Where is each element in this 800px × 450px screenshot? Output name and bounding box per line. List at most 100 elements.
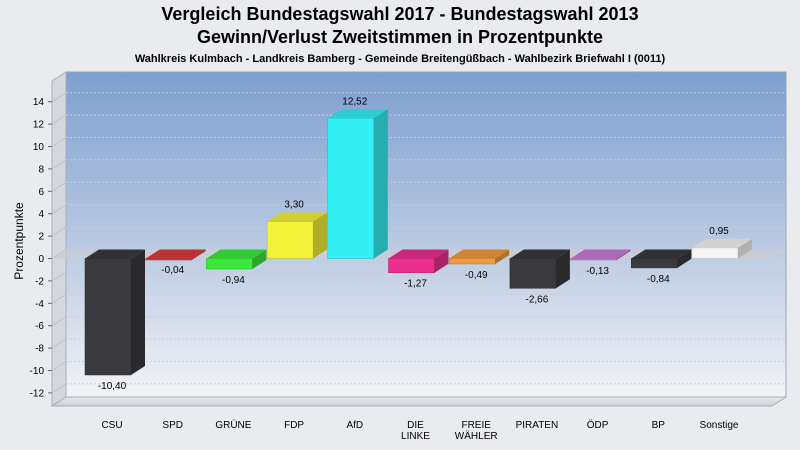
bar-front xyxy=(206,258,253,270)
plot-back-wall xyxy=(65,71,787,398)
bar-side xyxy=(495,249,510,264)
bar xyxy=(206,249,267,270)
x-tick-label: Sonstige xyxy=(700,420,739,431)
bar xyxy=(509,249,570,289)
bar-top xyxy=(206,249,267,259)
y-tick-label: 12 xyxy=(33,120,45,131)
y-tick-label: 8 xyxy=(38,164,44,175)
data-label: 12,52 xyxy=(342,96,367,107)
chart-subtitle: Wahlkreis Kulmbach - Landkreis Bamberg -… xyxy=(134,53,666,65)
x-tick-label: GRÜNE xyxy=(215,419,251,431)
x-tick-label: SPD xyxy=(162,420,183,431)
bar-side xyxy=(313,212,328,259)
bar-side xyxy=(252,249,267,270)
bar-front xyxy=(448,258,496,265)
x-tick-label: FDP xyxy=(284,420,304,431)
grid-line-side xyxy=(51,181,67,192)
data-label: -0,13 xyxy=(586,266,609,277)
x-tick-label: CSU xyxy=(101,420,122,431)
data-label: -10,40 xyxy=(98,381,127,392)
y-tick-label: -12 xyxy=(30,388,45,399)
bar-top xyxy=(570,249,631,259)
bar-side xyxy=(677,249,692,268)
grid-line-side xyxy=(51,114,67,125)
grid-line-side xyxy=(51,338,67,349)
grid-line-side xyxy=(51,293,67,304)
bar-top xyxy=(145,249,206,259)
bar xyxy=(448,249,510,265)
bar-front xyxy=(691,247,739,259)
bar-side xyxy=(131,249,145,375)
x-tick-label: WÄHLER xyxy=(455,430,498,442)
y-tick-label: -2 xyxy=(35,276,44,287)
y-tick-label: -4 xyxy=(35,299,44,310)
bar-top xyxy=(509,249,570,259)
grid-line-side xyxy=(51,204,67,215)
bar-side xyxy=(738,238,752,259)
grid-line-side xyxy=(51,316,67,327)
bar-front xyxy=(570,258,617,261)
y-tick-label: 2 xyxy=(38,232,44,243)
data-label: -0,84 xyxy=(647,274,670,285)
bar xyxy=(388,249,449,273)
grid-line-side xyxy=(51,137,67,147)
y-tick-label: 0 xyxy=(38,254,44,265)
chart-title-line2: Gewinn/Verlust Zweitstimmen in Prozentpu… xyxy=(196,27,604,47)
data-label: 0,95 xyxy=(709,226,729,237)
y-tick-label: 6 xyxy=(38,187,44,198)
bar-front xyxy=(509,258,557,289)
y-tick-label: -10 xyxy=(30,366,45,377)
data-label: -0,49 xyxy=(465,270,488,281)
bar-front xyxy=(327,118,375,259)
bar-top xyxy=(631,249,692,259)
x-tick-label: PIRATEN xyxy=(516,420,559,431)
data-label: -0,94 xyxy=(222,275,245,286)
bar xyxy=(570,249,631,261)
grid-line-side xyxy=(51,159,67,170)
chart-title: Vergleich Bundestagswahl 2017 - Bundesta… xyxy=(161,4,639,24)
grid-line-side xyxy=(51,271,67,282)
bar-top xyxy=(267,212,328,222)
bar-top xyxy=(388,249,449,259)
bar-top xyxy=(692,238,752,248)
grid-line-side xyxy=(51,361,67,371)
y-tick-label: -8 xyxy=(35,344,44,355)
data-label: 3,30 xyxy=(284,200,304,211)
x-tick-label: LINKE xyxy=(401,431,430,442)
plot-floor xyxy=(50,396,788,407)
grid-line-side xyxy=(51,92,67,103)
bar-top xyxy=(449,249,510,259)
bar xyxy=(691,238,752,259)
bar-front xyxy=(84,258,132,376)
x-tick-label: DIE xyxy=(407,420,424,431)
y-tick-label: -6 xyxy=(35,321,44,332)
data-label: -1,27 xyxy=(404,279,427,290)
bar-front xyxy=(388,258,435,273)
bar-side xyxy=(555,249,570,289)
bar xyxy=(327,109,388,259)
bar-front xyxy=(145,258,192,261)
bar-side xyxy=(616,249,631,260)
data-label: -2,66 xyxy=(526,294,549,305)
data-label: -0,04 xyxy=(161,265,184,276)
x-tick-label: AfD xyxy=(346,420,363,431)
grid-line-side xyxy=(51,383,67,394)
plot-side-wall xyxy=(51,71,67,407)
x-tick-label: ÖDP xyxy=(587,419,609,431)
bar xyxy=(631,249,692,269)
y-tick-label: 14 xyxy=(33,97,45,108)
bar-top xyxy=(327,109,388,119)
x-tick-label: BP xyxy=(652,420,666,431)
bar-front xyxy=(631,258,678,269)
y-tick-label: 4 xyxy=(38,209,44,220)
y-tick-label: 10 xyxy=(33,142,45,153)
bar-side xyxy=(373,109,388,259)
x-tick-label: FREIE xyxy=(461,420,491,431)
bar xyxy=(145,249,206,261)
bar-top xyxy=(85,249,145,259)
bar-side xyxy=(434,249,449,273)
bar-side xyxy=(191,249,206,260)
bar-front xyxy=(266,221,314,259)
bar xyxy=(266,212,328,259)
